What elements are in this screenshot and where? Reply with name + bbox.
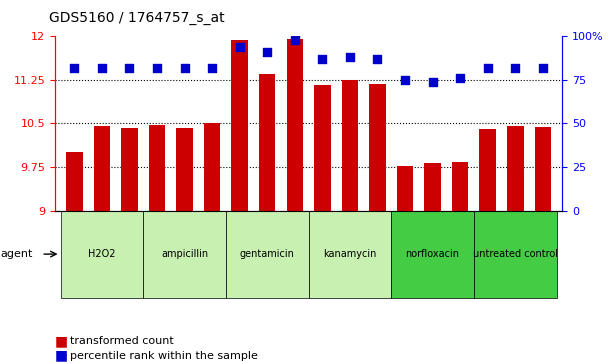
FancyBboxPatch shape — [226, 211, 309, 298]
Point — [455, 75, 465, 81]
Bar — [93, 126, 110, 363]
Bar — [507, 126, 524, 363]
Point — [510, 65, 520, 70]
Bar — [259, 74, 276, 363]
Point — [125, 65, 134, 70]
Bar — [535, 127, 551, 363]
Text: percentile rank within the sample: percentile rank within the sample — [70, 351, 258, 361]
Bar — [66, 152, 82, 363]
Point — [152, 65, 162, 70]
Point — [290, 37, 299, 43]
Point — [262, 49, 272, 55]
Bar — [204, 123, 221, 363]
Bar — [480, 129, 496, 363]
Bar — [121, 128, 137, 363]
Text: norfloxacin: norfloxacin — [406, 249, 459, 259]
Bar — [397, 166, 413, 363]
Text: ■: ■ — [55, 334, 68, 348]
Point — [538, 65, 547, 70]
Point — [318, 56, 327, 62]
Point — [97, 65, 107, 70]
Point — [373, 56, 382, 62]
Bar — [314, 85, 331, 363]
Bar — [369, 84, 386, 363]
Text: ampicillin: ampicillin — [161, 249, 208, 259]
Text: GDS5160 / 1764757_s_at: GDS5160 / 1764757_s_at — [49, 11, 224, 25]
Point — [400, 77, 410, 83]
Text: transformed count: transformed count — [70, 336, 174, 346]
Point — [207, 65, 217, 70]
Point — [180, 65, 189, 70]
FancyBboxPatch shape — [309, 211, 391, 298]
Text: kanamycin: kanamycin — [323, 249, 376, 259]
Text: agent: agent — [1, 249, 33, 259]
Point — [428, 79, 437, 85]
Point — [235, 44, 244, 50]
Bar — [424, 163, 441, 363]
Bar — [176, 128, 193, 363]
Point — [70, 65, 79, 70]
FancyBboxPatch shape — [474, 211, 557, 298]
Bar — [452, 162, 469, 363]
Point — [483, 65, 492, 70]
FancyBboxPatch shape — [143, 211, 226, 298]
Bar — [287, 39, 303, 363]
Text: gentamicin: gentamicin — [240, 249, 295, 259]
Bar — [232, 40, 248, 363]
Point — [345, 54, 355, 60]
FancyBboxPatch shape — [60, 211, 143, 298]
Bar — [148, 125, 165, 363]
Text: ■: ■ — [55, 349, 68, 363]
FancyBboxPatch shape — [391, 211, 474, 298]
Bar — [342, 81, 358, 363]
Text: untreated control: untreated control — [473, 249, 558, 259]
Text: H2O2: H2O2 — [88, 249, 115, 259]
